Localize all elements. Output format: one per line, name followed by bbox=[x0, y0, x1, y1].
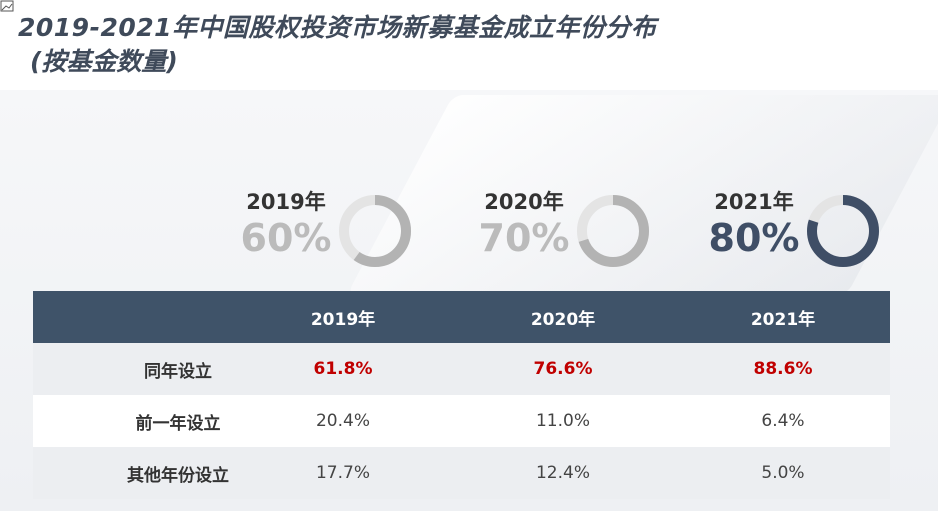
table-cell: 11.0% bbox=[535, 411, 590, 431]
donut-arc-2021 bbox=[807, 195, 879, 267]
table-cell: 76.6% bbox=[533, 359, 593, 379]
donut-ring-2019 bbox=[339, 195, 411, 267]
row-label: 其他年份设立 bbox=[127, 465, 229, 486]
stat-2021: 2021年 80% bbox=[704, 186, 924, 276]
table-header-row: 2019年 2020年 2021年 bbox=[33, 291, 890, 343]
column-header: 2019年 bbox=[310, 309, 376, 330]
table-cell: 20.4% bbox=[315, 411, 370, 431]
data-table: 2019年 2020年 2021年 同年设立 61.8% 76.6% 88.6%… bbox=[33, 291, 890, 499]
table-cell: 17.7% bbox=[315, 463, 370, 483]
table-cell: 12.4% bbox=[535, 463, 590, 483]
chart-title: 2019-2021年中国股权投资市场新募基金成立年份分布 bbox=[18, 13, 657, 42]
table-row: 其他年份设立 17.7% 12.4% 5.0% bbox=[33, 447, 890, 499]
column-header: 2021年 bbox=[750, 309, 816, 330]
donut-arc-2019 bbox=[339, 195, 411, 267]
stat-year-label: 2020年 bbox=[484, 190, 564, 214]
stat-percent: 80% bbox=[708, 216, 800, 260]
row-label: 前一年设立 bbox=[135, 413, 221, 434]
row-label: 同年设立 bbox=[144, 361, 212, 382]
stat-year-label: 2021年 bbox=[714, 190, 794, 214]
chart-subtitle: (按基金数量) bbox=[30, 47, 178, 76]
stat-2019: 2019年 60% bbox=[236, 186, 456, 276]
stat-year-label: 2019年 bbox=[246, 190, 326, 214]
table-cell: 5.0% bbox=[761, 463, 805, 483]
donut-arc-2020 bbox=[577, 195, 649, 267]
donut-ring-2020 bbox=[577, 195, 649, 267]
donut-ring-2021 bbox=[807, 195, 879, 267]
stat-2020: 2020年 70% bbox=[474, 186, 694, 276]
stat-percent: 70% bbox=[478, 216, 570, 260]
stat-percent: 60% bbox=[240, 216, 332, 260]
table-cell: 88.6% bbox=[753, 359, 813, 379]
table-cell: 61.8% bbox=[313, 359, 373, 379]
table-row: 前一年设立 20.4% 11.0% 6.4% bbox=[33, 395, 890, 447]
table-row: 同年设立 61.8% 76.6% 88.6% bbox=[33, 343, 890, 395]
column-header: 2020年 bbox=[530, 309, 596, 330]
corner-image-icon bbox=[0, 0, 14, 12]
table-cell: 6.4% bbox=[761, 411, 805, 431]
